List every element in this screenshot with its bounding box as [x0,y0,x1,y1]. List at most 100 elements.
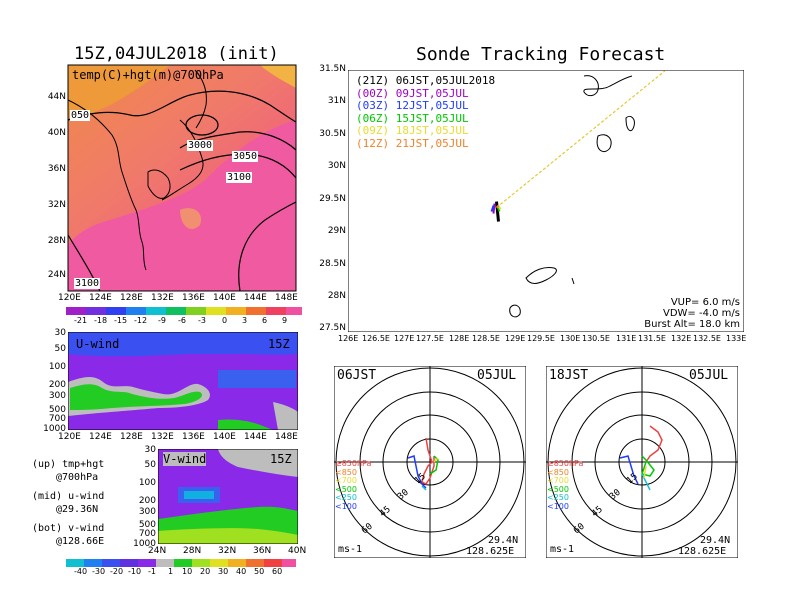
lon-tick: 126E [338,334,359,343]
level-label: ≥850hPa [547,459,584,468]
colorbar-label: 6 [262,316,268,325]
lon-tick: 132E [151,293,174,303]
coastline [571,277,575,285]
track-lat-axis: 31.5N 31N 30.5N 30N 29.5N 29N 28.5N 28N … [310,64,346,334]
map-title: 15Z,04JUL2018 (init) [74,44,279,64]
level-label: <100 [547,501,569,511]
vwind-lat-axis: 24N 28N 32N 36N 40N [148,546,308,558]
hodograph-trace [421,485,427,491]
contour-label: 3050 [232,151,259,162]
hodograph-trace [429,455,439,475]
track-map [348,70,744,332]
hodograph-trace [433,457,439,463]
pressure-tick: 50 [144,460,156,470]
lon-tick: 124E [89,293,112,303]
level-label: <250 [547,493,569,502]
hodograph-06jst [334,366,526,558]
colorbar-label: -40 [74,567,88,576]
hodo2-time: 18JST [549,368,589,383]
colorbar-label: -18 [94,316,108,325]
lat-tick: 44N [47,92,66,102]
contour-label: 3100 [226,172,253,183]
vwind-pressure-axis: 30 50 100 200 300 500 700 1000 [126,445,156,549]
hodo2-lat: 29.4N [700,535,731,546]
hodo1-levels: ≥850hPa <850 <700 <500 <250 <100 [335,459,372,511]
pressure-tick: 200 [138,496,156,506]
track-lon-axis: 126E 126.5E 127E 127.5E 128E 128.5E 129E… [338,334,758,346]
lon-tick: 132E [671,334,692,343]
contour-label: 3100 [74,278,101,289]
hodograph-trace [641,473,651,491]
lat-tick: 29.5N [319,194,346,204]
lon-tick: 128E [120,432,143,442]
lon-tick: 129E [505,334,526,343]
lon-tick: 127E [394,334,415,343]
hodo2-date: 05JUL [689,368,729,383]
hodograph-18jst [546,366,738,558]
hodo1-lat: 29.4N [488,535,519,546]
lat-tick: 32N [47,200,66,210]
lon-tick: 136E [182,432,205,442]
lat-tick: 32N [218,546,237,556]
colorbar-label: 10 [182,567,193,576]
colorbar-label: 20 [200,567,211,576]
track-segment [495,201,500,222]
contour-label: 3000 [187,140,214,151]
lon-tick: 144E [244,432,267,442]
level-label: ≥850hPa [335,459,372,468]
lat-tick: 31N [327,96,346,106]
coastline [596,134,612,152]
temperature-colorbar [66,307,302,315]
lon-tick: 127.5E [416,334,444,343]
lat-tick: 31.5N [319,64,346,74]
legend-entry: (06Z) 15JST,05JUL [356,111,469,125]
lon-tick: 132.5E [693,334,721,343]
level-label: <700 [547,476,569,485]
lon-tick: 129.5E [527,334,555,343]
legend-entry: (12Z) 21JST,05JUL [356,136,469,150]
colorbar-label: -6 [178,316,186,325]
legend-entry: (03Z) 12JST,05JUL [356,99,469,112]
colorbar-label: 0 [222,316,228,325]
pressure-tick: 30 [54,328,66,338]
lat-tick: 40N [288,546,307,556]
colorbar-label: 50 [254,567,265,576]
lon-tick: 126.5E [362,334,390,343]
track-segment [495,204,500,209]
hodograph-trace [643,465,647,479]
lon-tick: 132E [151,432,174,442]
hodograph-trace [407,455,427,489]
colorbar-label: 3 [242,316,248,325]
lat-tick: 29N [327,226,346,236]
track-title: Sonde Tracking Forecast [416,44,666,65]
note-line: @700hPa [56,472,99,483]
hodo2-levels: ≥850hPa <850 <700 <500 <250 <100 [547,459,584,511]
colorbar-label: 1 [168,567,174,576]
note-line: (bot) v-wind [32,523,105,534]
lon-tick: 140E [213,432,236,442]
uwind-lon-axis: 120E 124E 128E 132E 136E 140E 144E 148E [58,432,308,444]
temperature-map [67,64,297,292]
coastline [625,115,635,132]
pressure-tick: 30 [144,445,156,455]
pressure-tick: 700 [138,529,156,539]
hodo1-time: 06JST [337,368,377,383]
vwind-cross-section [158,449,298,544]
colorbar-label: -12 [134,316,148,325]
hodograph-trace [645,425,663,463]
note-line: @29.36N [56,504,99,515]
pressure-tick: 500 [48,405,66,415]
pressure-tick: 500 [138,520,156,530]
coastline [583,75,633,97]
lon-tick: 140E [213,293,236,303]
hodo2-unit: ms-1 [550,544,575,555]
lon-tick: 131E [616,334,637,343]
uwind-time: 15Z [268,337,290,351]
lon-tick: 130E [560,334,581,343]
level-label: <500 [335,484,357,494]
lat-tick: 36N [47,164,66,174]
pressure-tick: 1000 [43,424,66,434]
track-line-12z [496,70,666,209]
colorbar-label: -21 [74,316,88,325]
lat-tick: 30N [327,161,346,171]
